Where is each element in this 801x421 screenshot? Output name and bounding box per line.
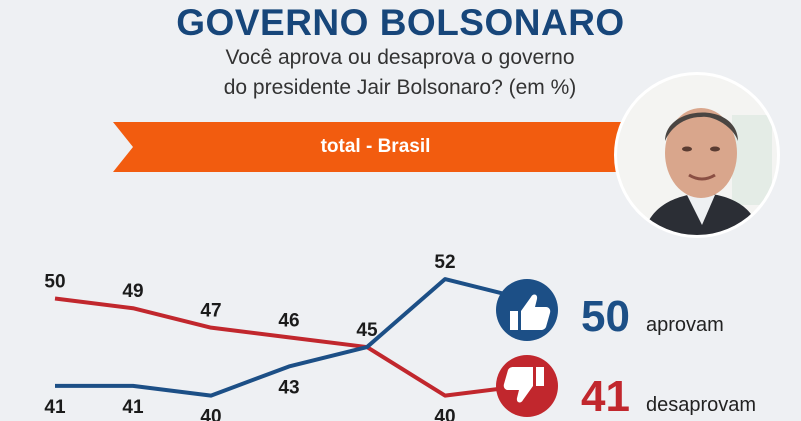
disapprove-label: desaprovam bbox=[646, 394, 756, 416]
labels-aprovam: 41 41 40 43 45 52 bbox=[44, 252, 455, 421]
question-line-1: Você aprova ou desaprova o governo bbox=[225, 46, 575, 69]
data-label-aprovam-4: 45 bbox=[356, 320, 378, 341]
disapprove-value: 41 bbox=[581, 372, 630, 421]
thumbs-up-icon bbox=[496, 279, 558, 341]
data-label-aprovam-2: 40 bbox=[200, 407, 221, 421]
data-label-desaprovam-2: 47 bbox=[200, 301, 221, 322]
series-line-desaprovam bbox=[54, 296, 524, 398]
banner-label: total - Brasil bbox=[320, 136, 431, 157]
question-line-2: do presidente Jair Bolsonaro? (em %) bbox=[223, 76, 577, 99]
data-label-aprovam-3: 43 bbox=[278, 377, 299, 398]
data-label-desaprovam-1: 49 bbox=[122, 281, 143, 302]
approve-label: aprovam bbox=[646, 314, 724, 336]
chart-title: GOVERNO BOLSONARO bbox=[176, 2, 625, 43]
data-label-desaprovam-3: 46 bbox=[278, 310, 299, 331]
data-label-aprovam-5: 52 bbox=[434, 252, 455, 273]
data-label-desaprovam-0: 50 bbox=[44, 272, 65, 293]
portrait-illustration bbox=[617, 75, 777, 235]
labels-desaprovam: 50 49 47 46 40 bbox=[44, 272, 455, 421]
thumbs-down-icon bbox=[496, 355, 558, 417]
approve-value: 50 bbox=[581, 292, 630, 341]
banner-arrow bbox=[113, 122, 638, 172]
data-label-aprovam-1: 41 bbox=[122, 397, 144, 418]
data-label-desaprovam-5: 40 bbox=[434, 407, 455, 421]
portrait-photo bbox=[614, 72, 780, 238]
data-label-aprovam-0: 41 bbox=[44, 397, 66, 418]
series-line-aprovam bbox=[55, 277, 524, 398]
